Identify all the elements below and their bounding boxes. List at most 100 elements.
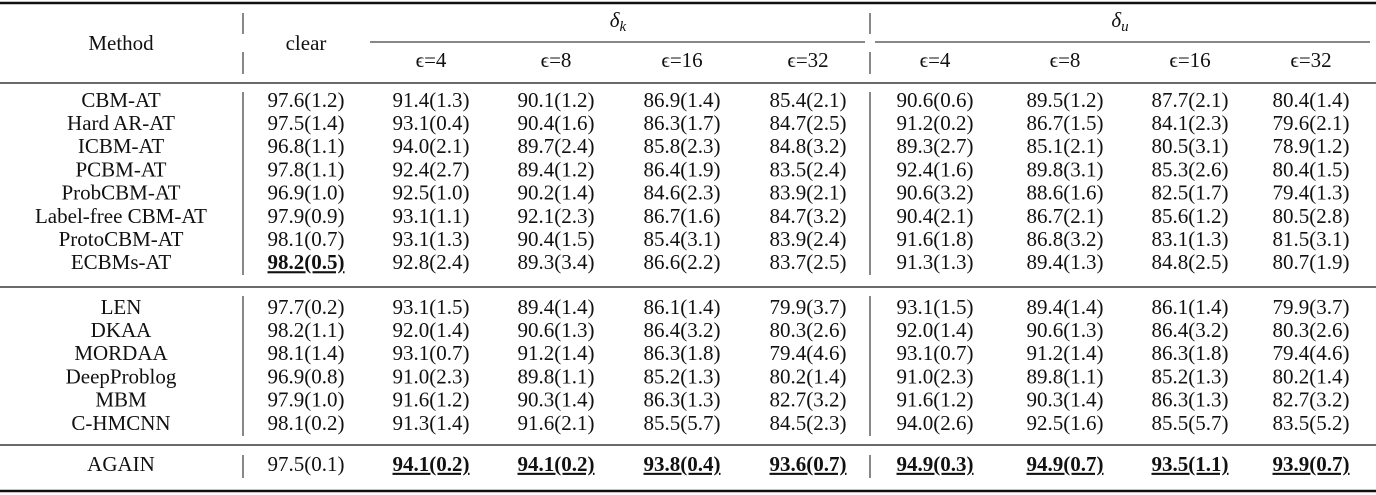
cell-value: 85.8(2.3) [644,134,721,158]
method-name: ProbCBM-AT [61,181,180,205]
method-name: DeepProblog [66,364,177,388]
cell-value: 91.3(1.3) [897,250,974,274]
cell-value: 86.4(1.9) [644,157,721,181]
group-subscript: k [620,19,627,35]
cell-value: 90.4(1.5) [518,227,595,251]
cell-value: 89.8(3.1) [1027,157,1104,181]
cell-value: 79.4(4.6) [1273,341,1350,365]
cell-value: 89.4(1.4) [518,295,595,319]
cell-value: 85.2(1.3) [644,364,721,388]
cell-value: 91.6(2.1) [518,411,595,435]
column-header: ϵ=4 [416,48,447,72]
method-name: ICBM-AT [78,134,165,158]
cell-value: 98.1(1.4) [268,341,345,365]
method-name: MORDAA [74,341,168,365]
cell-value: 89.4(1.3) [1027,250,1104,274]
cell-value: 93.9(0.7) [1273,452,1350,476]
cell-value: 80.2(1.4) [1273,364,1350,388]
cell-value: 86.6(2.2) [644,250,721,274]
cell-value: 80.4(1.4) [1273,88,1350,112]
cell-value: 96.9(0.8) [268,364,345,388]
cell-value: 90.4(1.6) [518,111,595,135]
cell-value: 83.9(2.1) [770,181,847,205]
cell-value: 81.5(3.1) [1273,227,1350,251]
cell-value: 86.1(1.4) [644,295,721,319]
cell-value: 84.7(2.5) [770,111,847,135]
method-name: AGAIN [87,452,155,476]
cell-value: 85.4(2.1) [770,88,847,112]
cell-value: 85.5(5.7) [1152,411,1229,435]
cell-value: 91.6(1.2) [897,388,974,412]
cell-value: 86.3(1.3) [644,388,721,412]
method-name: ProtoCBM-AT [59,227,184,251]
cell-value: 97.9(1.0) [268,388,345,412]
cell-value: 86.3(1.8) [644,341,721,365]
cell-value: 89.4(1.4) [1027,295,1104,319]
method-name: Label-free CBM-AT [35,204,207,228]
group-symbol: δ [1111,8,1122,32]
cell-value: 80.3(2.6) [770,318,847,342]
cell-value: 94.1(0.2) [393,452,470,476]
cell-value: 92.5(1.6) [1027,411,1104,435]
cell-value: 86.8(3.2) [1027,227,1104,251]
cell-value: 89.4(1.2) [518,157,595,181]
cell-value: 84.1(2.3) [1152,111,1229,135]
method-name: CBM-AT [81,88,161,112]
cell-value: 92.0(1.4) [897,318,974,342]
cell-value: 80.3(2.6) [1273,318,1350,342]
cell-value: 86.3(1.3) [1152,388,1229,412]
cell-value: 80.5(2.8) [1273,204,1350,228]
column-header: ϵ=32 [1290,48,1331,72]
cell-value: 92.5(1.0) [393,181,470,205]
cell-value: 92.4(2.7) [393,157,470,181]
column-header: ϵ=8 [1050,48,1081,72]
cell-value: 85.1(2.1) [1027,134,1104,158]
cell-value: 96.8(1.1) [268,134,345,158]
cell-value: 79.4(4.6) [770,341,847,365]
cell-value: 79.9(3.7) [770,295,847,319]
cell-value: 92.8(2.4) [393,250,470,274]
cell-value: 82.5(1.7) [1152,181,1229,205]
cell-value: 88.6(1.6) [1027,181,1104,205]
cell-value: 90.6(1.3) [518,318,595,342]
cell-value: 94.9(0.7) [1027,452,1104,476]
cell-value: 83.9(2.4) [770,227,847,251]
cell-value: 86.3(1.7) [644,111,721,135]
cell-value: 89.5(1.2) [1027,88,1104,112]
method-name: DKAA [91,318,152,342]
cell-value: 93.1(1.3) [393,227,470,251]
cell-value: 86.4(3.2) [1152,318,1229,342]
cell-value: 83.5(2.4) [770,157,847,181]
cell-value: 86.1(1.4) [1152,295,1229,319]
cell-value: 91.2(1.4) [1027,341,1104,365]
cell-value: 93.1(1.5) [897,295,974,319]
column-header: ϵ=16 [1169,48,1210,72]
cell-value: 92.1(2.3) [518,204,595,228]
cell-value: 90.2(1.4) [518,181,595,205]
cell-value: 82.7(3.2) [770,388,847,412]
cell-value: 90.1(1.2) [518,88,595,112]
cell-value: 86.9(1.4) [644,88,721,112]
cell-value: 91.2(0.2) [897,111,974,135]
cell-value: 94.0(2.6) [897,411,974,435]
cell-value: 85.2(1.3) [1152,364,1229,388]
cell-value: 84.6(2.3) [644,181,721,205]
column-header: ϵ=32 [787,48,828,72]
cell-value: 90.3(1.4) [518,388,595,412]
cell-value: 83.7(2.5) [770,250,847,274]
cell-value: 96.9(1.0) [268,181,345,205]
cell-value: 97.5(1.4) [268,111,345,135]
cell-value: 93.1(0.4) [393,111,470,135]
cell-value: 98.1(0.7) [268,227,345,251]
cell-value: 78.9(1.2) [1273,134,1350,158]
cell-value: 93.1(0.7) [393,341,470,365]
cell-value: 86.3(1.8) [1152,341,1229,365]
method-name: MBM [95,388,147,412]
cell-value: 79.9(3.7) [1273,295,1350,319]
cell-value: 91.3(1.4) [393,411,470,435]
cell-value: 93.5(1.1) [1152,452,1229,476]
cell-value: 90.6(3.2) [897,181,974,205]
header-method: Method [88,31,154,55]
cell-value: 94.1(0.2) [518,452,595,476]
